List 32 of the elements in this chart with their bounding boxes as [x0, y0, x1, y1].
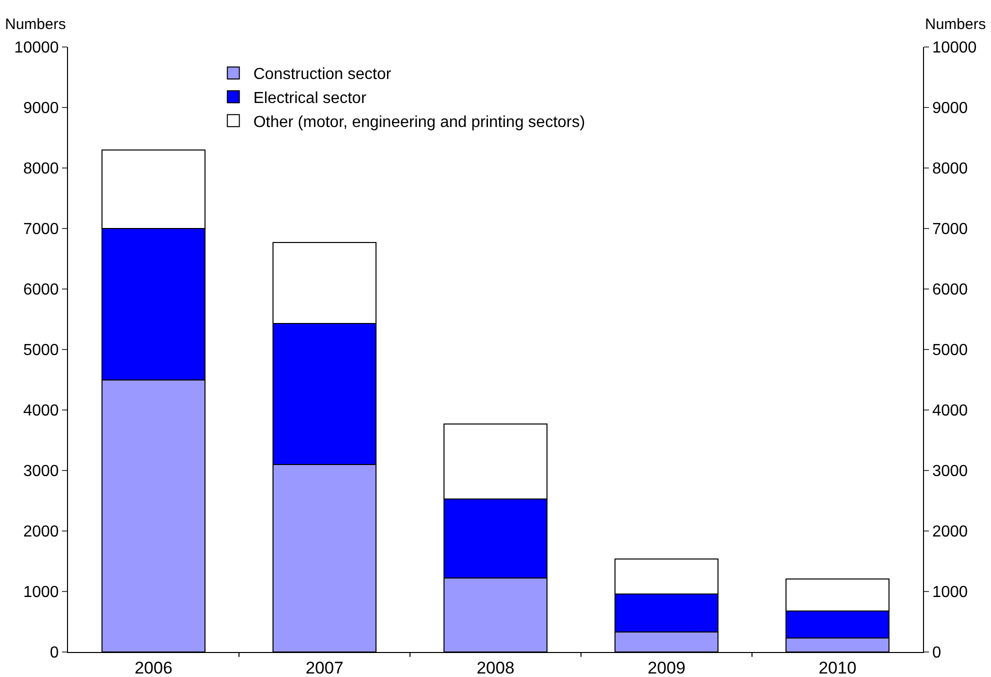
y2-tick-label: 10000 — [932, 40, 977, 57]
y-tick-label: 5000 — [23, 342, 59, 360]
x-tick-label: 2009 — [648, 658, 686, 677]
y-tick-label: 6000 — [23, 282, 59, 299]
legend-label: Electrical sector — [253, 90, 367, 108]
y-tick-label: 3000 — [23, 463, 59, 480]
x-tick-label: 2008 — [476, 658, 514, 677]
y-tick-label: 7000 — [23, 221, 59, 238]
y-axis-title: Numbers — [5, 16, 66, 33]
y2-tick-label: 2000 — [932, 524, 968, 541]
x-tick-label: 2007 — [306, 658, 344, 677]
y2-tick-label: 1000 — [932, 584, 968, 602]
y-tick-label: 9000 — [23, 100, 59, 118]
y-tick-label: 10000 — [14, 40, 59, 57]
x-tick-label: 2006 — [134, 658, 172, 677]
y-tick-label: 8000 — [23, 160, 59, 178]
y2-tick-label: 6000 — [932, 282, 968, 299]
y-tick-label: 4000 — [23, 402, 59, 420]
y2-tick-label: 0 — [932, 644, 942, 662]
x-tick-label: 2010 — [818, 658, 856, 677]
y2-axis-title: Numbers — [925, 16, 986, 33]
y2-tick-label: 7000 — [932, 221, 968, 238]
y2-tick-label: 4000 — [932, 402, 968, 420]
y2-tick-label: 3000 — [932, 463, 968, 480]
y2-tick-label: 9000 — [932, 100, 968, 118]
y2-tick-label: 5000 — [932, 342, 968, 360]
y2-tick-label: 8000 — [932, 160, 968, 178]
legend-label: Other (motor, engineering and printing sectors) — [253, 114, 586, 131]
y-tick-label: 1000 — [23, 584, 59, 602]
legend-label: Construction sector — [253, 66, 392, 84]
y-tick-label: 2000 — [23, 524, 59, 541]
y-tick-label: 0 — [50, 644, 59, 662]
